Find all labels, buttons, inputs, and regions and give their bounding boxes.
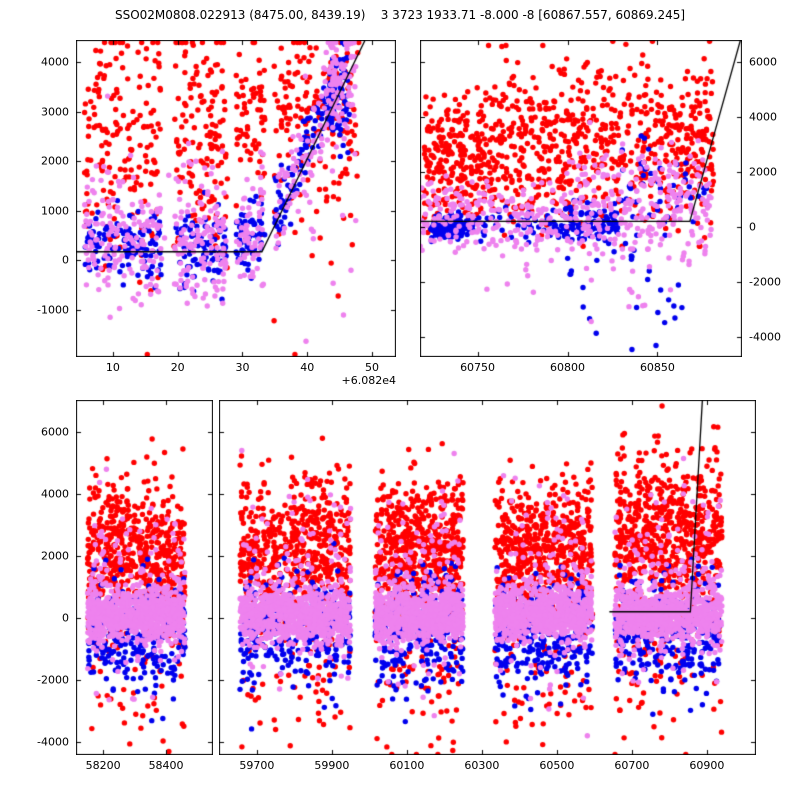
y-tick-label: 0 bbox=[62, 253, 69, 267]
x-tick-label: 59700 bbox=[239, 759, 275, 772]
x-tick-label: 58400 bbox=[148, 759, 184, 772]
y-tick-label: 2000 bbox=[41, 154, 69, 168]
x-tick-label: 60500 bbox=[539, 759, 575, 772]
x-tick-label: 10 bbox=[105, 361, 120, 374]
x-axis-offset-label: +6.082e4 bbox=[341, 374, 396, 387]
y-tick-label: 4000 bbox=[41, 487, 69, 501]
y-tick-label: 6000 bbox=[749, 55, 777, 69]
y-tick-label: 2000 bbox=[749, 165, 777, 179]
x-tick-label: 60800 bbox=[550, 361, 585, 374]
y-tick-label: 2000 bbox=[41, 549, 69, 563]
x-tick-label: 59900 bbox=[314, 759, 350, 772]
x-tick-label: 60750 bbox=[460, 361, 496, 374]
y-tick-label: 1000 bbox=[41, 204, 69, 218]
y-tick-label: -2000 bbox=[749, 275, 781, 289]
y-tick-label: 3000 bbox=[41, 105, 69, 119]
y-tick-label: 0 bbox=[749, 220, 756, 234]
y-tick-label: -4000 bbox=[37, 735, 69, 749]
figure-title: SSO02M0808.022913 (8475.00, 8439.19) 3 3… bbox=[114, 8, 686, 22]
x-tick-label: 50 bbox=[365, 361, 380, 374]
x-tick-label: 60100 bbox=[389, 759, 425, 772]
x-tick-label: 30 bbox=[235, 361, 250, 374]
x-tick-label: 60300 bbox=[464, 759, 500, 772]
panel-bottom-left-scatter bbox=[76, 400, 213, 755]
x-tick-label: 20 bbox=[170, 361, 185, 374]
x-tick-label: 40 bbox=[300, 361, 315, 374]
y-tick-label: 6000 bbox=[41, 425, 69, 439]
x-tick-label: 60900 bbox=[689, 759, 725, 772]
y-tick-label: -4000 bbox=[749, 330, 781, 344]
panel-top-left-scatter bbox=[76, 40, 396, 357]
y-tick-label: -1000 bbox=[37, 303, 69, 317]
panel-top-right-scatter bbox=[420, 40, 742, 357]
y-tick-label: 4000 bbox=[749, 110, 777, 124]
panel-bottom-right-scatter bbox=[219, 400, 756, 755]
y-tick-label: 4000 bbox=[41, 55, 69, 69]
x-tick-label: 60700 bbox=[614, 759, 650, 772]
x-tick-label: 58200 bbox=[85, 759, 121, 772]
x-tick-label: 60850 bbox=[639, 361, 675, 374]
y-tick-label: -2000 bbox=[37, 673, 69, 687]
y-tick-label: 0 bbox=[62, 611, 69, 625]
